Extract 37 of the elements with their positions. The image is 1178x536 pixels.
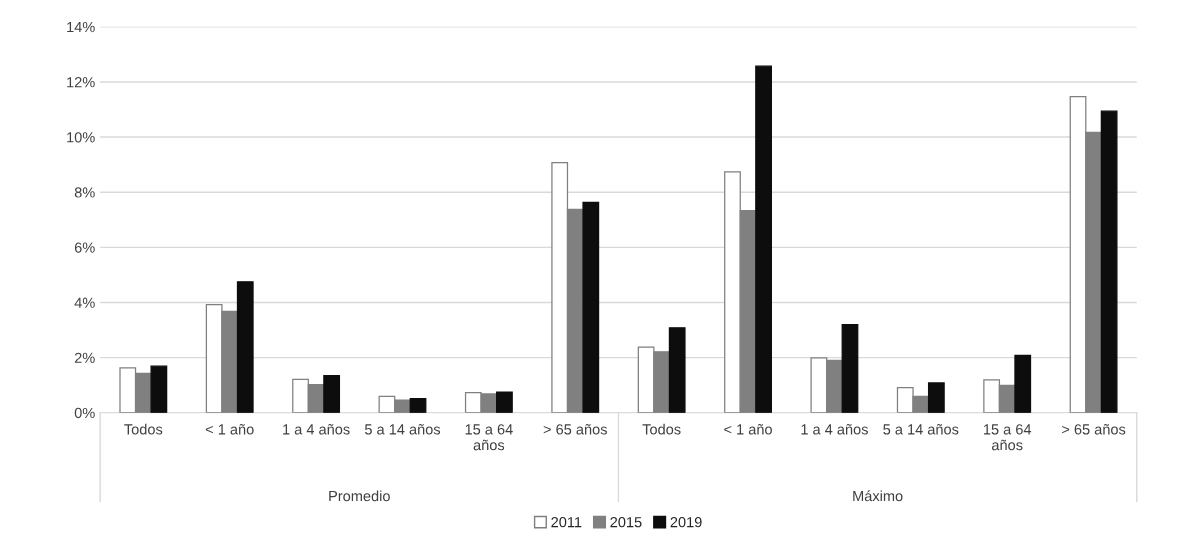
bar xyxy=(496,391,513,413)
y-tick-label: 8% xyxy=(74,187,95,198)
bar xyxy=(582,201,600,413)
x-tick-label: 5 a 14 años xyxy=(364,423,441,435)
legend-label: 2019 xyxy=(670,517,702,528)
bar xyxy=(150,365,168,413)
y-tick-label: 12% xyxy=(67,77,95,88)
y-tick-label: 0% xyxy=(74,407,95,419)
x-tick-label: 1 a 4 años xyxy=(801,423,868,435)
bar xyxy=(1100,110,1118,413)
x-tick-label: 5 a 14 años xyxy=(883,423,959,435)
legend-label: 2015 xyxy=(610,517,642,528)
y-tick-label: 6% xyxy=(74,242,95,253)
bar xyxy=(323,374,341,413)
text: Máximo xyxy=(853,490,903,502)
legend-label: 2011 xyxy=(551,517,582,528)
x-tick-label: Todos xyxy=(642,423,681,435)
y-tick-label: 2% xyxy=(74,352,95,363)
bar xyxy=(755,65,772,413)
x-tick-label: > 65 años xyxy=(1062,423,1126,435)
bar xyxy=(841,323,859,413)
bar xyxy=(927,382,945,413)
y-tick-label: 14% xyxy=(67,21,95,33)
bar xyxy=(1014,354,1032,413)
x-tick-label: 1 a 4 años xyxy=(283,423,350,435)
bar xyxy=(409,398,427,413)
y-tick-label: 4% xyxy=(74,297,95,308)
x-tick-label: 15 a 64 años xyxy=(465,424,513,451)
x-tick-label: > 65 años xyxy=(543,423,607,435)
x-tick-label: Todos xyxy=(124,423,163,435)
y-tick-label: 10% xyxy=(67,132,95,143)
bar xyxy=(668,327,686,413)
x-tick-label: < 1 año xyxy=(205,423,254,435)
x-tick-label: 15 a 64 años xyxy=(983,424,1032,451)
bar xyxy=(236,281,254,413)
text: Promedio xyxy=(329,490,390,502)
x-tick-label: < 1 año xyxy=(724,423,772,435)
